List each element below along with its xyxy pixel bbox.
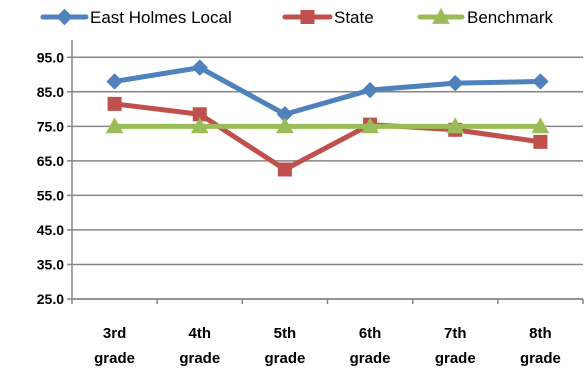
data-point-east-holmes-local [532,73,549,90]
series-benchmark [105,117,550,134]
x-tick-label: 3rd grade [94,325,135,367]
gridlines [67,56,583,300]
data-point-benchmark [446,117,465,134]
legend-item-east-holmes-local: East Holmes Local [40,8,232,27]
legend-label: State [334,8,374,27]
y-tick-label: 95.0 [37,49,64,65]
y-tick-label: 55.0 [37,187,64,203]
legend-marker [300,10,315,24]
x-tick-label: 8th grade [520,325,561,367]
data-point-state [107,96,122,111]
data-point-east-holmes-local [447,74,464,92]
legend: East Holmes Local State Benchmark [40,7,553,27]
data-point-east-holmes-local [191,59,208,76]
series-line-east-holmes-local [112,65,543,117]
legend-marker [56,8,73,26]
series-layer [105,59,550,177]
series-east-holmes-local [106,59,549,123]
y-tick-label: 85.0 [37,84,64,100]
data-point-benchmark [276,117,294,134]
y-tick-label: 45.0 [37,222,64,238]
y-tick-label: 25.0 [37,291,64,307]
x-tick-label: 5th grade [264,325,305,367]
y-tick-label: 75.0 [37,118,64,134]
series-line-state [112,101,543,172]
data-point-benchmark [531,117,550,134]
data-point-benchmark [105,117,124,134]
legend-marker [432,7,450,24]
x-tick-label: 6th grade [350,325,391,367]
series-state [107,96,548,177]
x-axis-tick-labels: 3rd grade 4th grade 5th grade 6th grade 7th grade… [94,325,561,367]
data-point-east-holmes-local [106,73,123,90]
data-point-state [277,162,292,177]
x-tick-label: 4th grade [179,325,220,367]
legend-item-benchmark: Benchmark [417,7,553,27]
y-axis-tick-labels: 95.0 85.0 75.0 65.0 55.0 45.0 35.0 25.0 [37,49,64,307]
y-tick-label: 65.0 [37,153,64,169]
y-tick-label: 35.0 [37,256,64,272]
data-point-state [533,134,548,149]
legend-item-state: State [282,8,374,27]
data-point-benchmark [190,117,209,134]
axes [71,40,584,304]
legend-label: Benchmark [467,8,553,27]
x-tick-label: 7th grade [435,325,476,367]
data-point-east-holmes-local [361,81,379,99]
data-point-benchmark [361,117,379,134]
legend-label: East Holmes Local [90,8,232,27]
